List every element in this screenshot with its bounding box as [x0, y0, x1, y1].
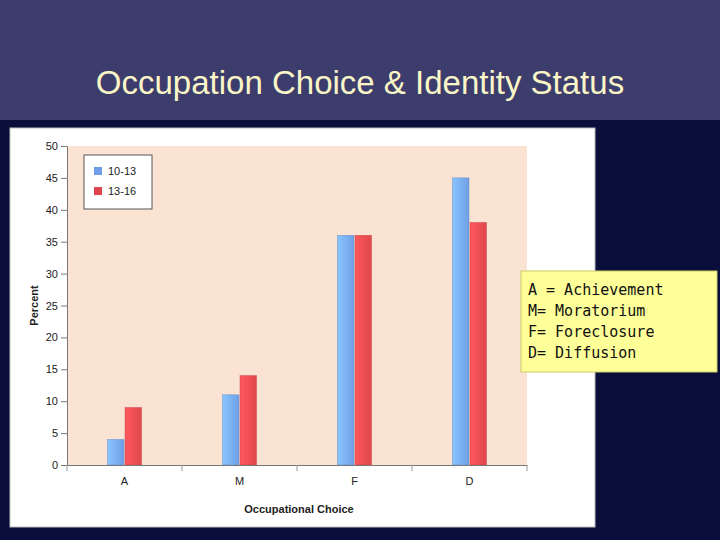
y-tick: 40	[46, 204, 67, 216]
slide: Occupation Choice & Identity Status 0 5 10 1…	[0, 0, 720, 540]
bar	[240, 376, 256, 465]
y-axis-title: Percent	[28, 285, 40, 326]
legend-entry: 13-16	[94, 185, 136, 197]
y-tick: 45	[46, 172, 67, 184]
annotation-text: A = Achievement	[528, 281, 663, 299]
bar	[125, 408, 141, 465]
title: Occupation Choice & Identity Status	[96, 64, 624, 101]
x-tick-label: F	[351, 475, 358, 487]
y-tick: 25	[46, 300, 67, 312]
bar	[453, 178, 469, 465]
y-tick-label: 40	[46, 204, 58, 216]
y-tick-mark	[61, 337, 67, 338]
y-tick-label: 10	[46, 395, 58, 407]
legend-box	[84, 155, 152, 209]
annotation-text: M= Moratorium	[528, 302, 645, 320]
bar	[108, 439, 124, 465]
y-tick: 35	[46, 236, 67, 248]
x-tick: M	[235, 475, 244, 487]
x-tick-label: D	[466, 475, 474, 487]
y-tick-label: 35	[46, 236, 58, 248]
x-tick-label: M	[235, 475, 244, 487]
legend-swatch	[94, 187, 102, 195]
annotation-text: F= Foreclosure	[528, 323, 654, 341]
legend-label: 13-16	[108, 185, 136, 197]
x-axis: AMFD	[68, 466, 528, 487]
y-tick-mark	[61, 433, 67, 434]
category-separator	[412, 465, 413, 471]
chart-panel	[10, 128, 595, 527]
bar	[338, 235, 354, 465]
y-tick-label: 20	[46, 331, 58, 343]
y-tick-label: 5	[52, 427, 58, 439]
category-separator	[67, 465, 68, 471]
y-tick-mark	[61, 242, 67, 243]
bar	[470, 223, 486, 465]
y-tick-mark	[61, 210, 67, 211]
legend: 10-13 13-16	[84, 155, 152, 209]
x-tick-label: A	[121, 475, 129, 487]
bar	[223, 395, 239, 465]
y-tick: 50	[46, 140, 67, 152]
y-tick-mark	[61, 401, 67, 402]
y-tick-mark	[61, 306, 67, 307]
y-tick: 5	[52, 427, 67, 439]
y-tick-label: 30	[46, 268, 58, 280]
legend-label: 10-13	[108, 165, 136, 177]
annotation-text: D= Diffusion	[528, 344, 636, 362]
category-separators	[67, 465, 527, 471]
y-tick: 15	[46, 363, 67, 375]
y-tick: 20	[46, 331, 67, 343]
y-tick: 10	[46, 395, 67, 407]
y-tick: 0	[52, 459, 67, 471]
x-axis-title: Occupational Choice	[244, 503, 353, 515]
x-tick: F	[351, 475, 358, 487]
y-tick-label: 0	[52, 459, 58, 471]
legend-entry: 10-13	[94, 165, 136, 177]
y-tick-mark	[61, 369, 67, 370]
x-tick: A	[121, 475, 129, 487]
y-tick: 30	[46, 268, 67, 280]
x-tick: D	[466, 475, 474, 487]
plot-area	[67, 146, 527, 465]
bars	[108, 178, 487, 465]
y-tick-mark	[61, 146, 67, 147]
category-separator	[527, 465, 528, 471]
y-axis: 0 5 10 15 20 25 30 35 40 45 50	[46, 140, 68, 471]
legend-swatch	[94, 167, 102, 175]
annotation: A = Achievement M= Moratorium F= Foreclosu…	[521, 271, 717, 372]
y-axis-line	[67, 147, 68, 466]
bar	[355, 235, 371, 465]
y-tick-label: 15	[46, 363, 58, 375]
y-tick-label: 45	[46, 172, 58, 184]
y-tick-mark	[61, 465, 67, 466]
annotation-box	[521, 271, 717, 372]
category-separator	[297, 465, 298, 471]
title-band	[0, 0, 720, 120]
background	[0, 0, 720, 540]
category-separator	[182, 465, 183, 471]
y-tick-mark	[61, 178, 67, 179]
y-tick-mark	[61, 274, 67, 275]
y-tick-label: 25	[46, 300, 58, 312]
y-tick-label: 50	[46, 140, 58, 152]
